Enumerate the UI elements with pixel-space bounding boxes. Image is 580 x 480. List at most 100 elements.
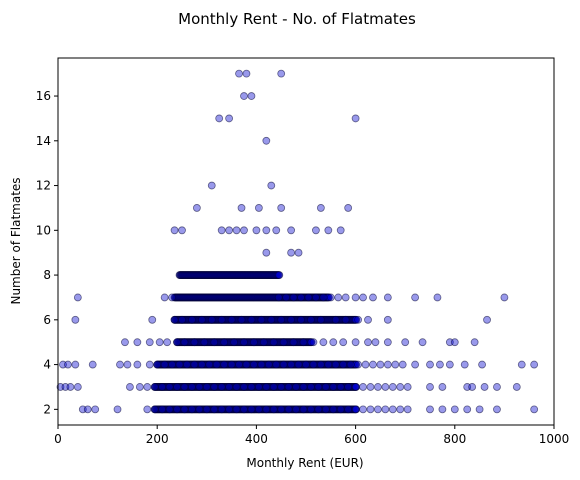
data-point — [250, 360, 258, 369]
y-tick-label: 2 — [43, 402, 51, 416]
data-point — [160, 360, 169, 369]
y-tick-label: 12 — [36, 179, 51, 193]
data-point — [197, 315, 206, 324]
data-point — [321, 405, 330, 414]
data-point — [180, 383, 189, 391]
data-point — [388, 405, 397, 414]
x-axis-label: Monthly Rent (EUR) — [246, 456, 363, 470]
data-point — [359, 405, 367, 414]
data-point — [170, 226, 179, 235]
data-point — [316, 315, 325, 324]
data-point — [207, 181, 216, 190]
data-point — [237, 315, 246, 324]
data-point — [217, 405, 226, 414]
data-point — [188, 383, 196, 391]
data-point — [188, 405, 196, 414]
data-point — [307, 405, 315, 414]
data-point — [411, 293, 420, 302]
data-point — [364, 315, 372, 324]
y-axis-label: Number of Flatmates — [9, 177, 23, 304]
data-point — [364, 338, 372, 347]
data-point — [530, 405, 539, 414]
data-point — [329, 405, 338, 414]
data-point — [396, 383, 405, 391]
data-point — [225, 114, 234, 123]
data-point — [517, 360, 526, 369]
data-point — [225, 226, 234, 235]
data-point — [247, 315, 256, 324]
data-point — [324, 360, 333, 369]
data-point — [512, 383, 521, 391]
data-point — [493, 383, 501, 391]
data-point — [254, 383, 263, 391]
data-point — [324, 226, 333, 235]
data-point — [339, 360, 348, 369]
data-point — [232, 226, 241, 235]
data-point — [299, 383, 308, 391]
data-point — [388, 383, 397, 391]
data-point — [329, 338, 338, 347]
data-point — [316, 204, 325, 212]
data-point — [254, 204, 263, 212]
data-point — [460, 360, 469, 369]
data-point — [190, 360, 199, 369]
data-point — [170, 315, 179, 324]
data-point — [64, 360, 72, 369]
data-point — [143, 383, 152, 391]
data-point — [463, 405, 472, 414]
data-point — [262, 226, 271, 235]
data-point — [225, 405, 234, 414]
data-point — [232, 405, 241, 414]
data-point — [383, 293, 392, 302]
data-point — [294, 360, 303, 369]
data-point — [143, 405, 152, 414]
data-point — [173, 405, 181, 414]
data-point — [287, 226, 296, 235]
data-point — [175, 360, 184, 369]
data-point — [158, 383, 167, 391]
data-point — [269, 383, 278, 391]
x-tick-label: 200 — [146, 432, 169, 446]
data-point — [121, 338, 129, 347]
y-tick-label: 10 — [36, 223, 51, 237]
data-point — [450, 405, 459, 414]
data-point — [478, 360, 486, 369]
data-point — [483, 315, 491, 324]
data-point — [329, 383, 338, 391]
data-point — [475, 405, 484, 414]
data-point — [334, 293, 343, 302]
data-point — [205, 360, 214, 369]
data-point — [237, 204, 246, 212]
data-point — [401, 338, 410, 347]
x-tick-label: 800 — [443, 432, 466, 446]
data-point — [145, 360, 154, 369]
data-point — [383, 360, 392, 369]
data-point — [341, 293, 350, 302]
data-point — [195, 405, 204, 414]
data-point — [200, 338, 209, 347]
data-point — [242, 69, 251, 78]
data-point — [316, 360, 325, 369]
data-point — [336, 405, 345, 414]
data-point — [359, 383, 367, 391]
data-point — [426, 383, 434, 391]
data-point — [383, 315, 392, 324]
data-point — [344, 204, 353, 212]
data-point — [272, 226, 281, 235]
data-point — [339, 338, 348, 347]
data-point — [294, 248, 303, 257]
data-point — [207, 315, 216, 324]
data-point — [292, 405, 300, 414]
y-tick-label: 14 — [36, 134, 51, 148]
data-point — [274, 293, 283, 302]
data-point — [267, 181, 276, 190]
data-point — [279, 338, 288, 347]
y-axis-ticks: 2 4 6 8 10 12 14 16 — [36, 89, 58, 416]
data-point — [326, 293, 335, 302]
data-point — [240, 405, 248, 414]
data-point — [284, 383, 293, 391]
data-point — [150, 383, 159, 391]
data-point — [351, 114, 360, 123]
data-point — [299, 338, 308, 347]
